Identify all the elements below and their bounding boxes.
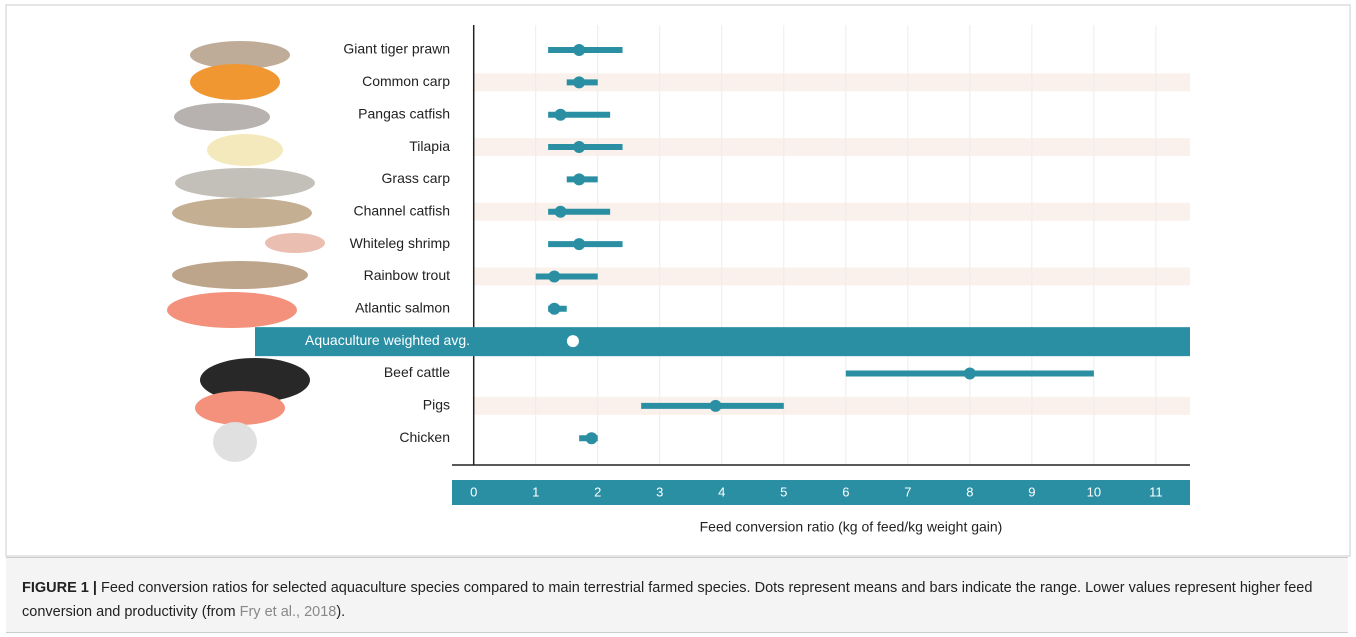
mean-dot: [548, 302, 561, 315]
mean-dot: [573, 76, 586, 89]
row-stripe: [473, 267, 1190, 286]
mean-dot: [709, 399, 722, 412]
category-label: Giant tiger prawn: [343, 41, 450, 57]
caption: FIGURE 1 | Feed conversion ratios for se…: [6, 557, 1348, 633]
category-label: Beef cattle: [384, 364, 450, 380]
mean-dot: [554, 205, 567, 218]
x-tick-label: 7: [904, 484, 911, 499]
x-tick-label: 8: [966, 484, 973, 499]
category-label: Atlantic salmon: [355, 300, 450, 316]
category-label: Grass carp: [382, 170, 451, 186]
mean-dot: [963, 367, 976, 380]
mean-dot: [554, 108, 567, 121]
x-tick-label: 1: [532, 484, 539, 499]
animal-silhouettes: [167, 41, 325, 462]
row-stripe: [473, 138, 1190, 157]
category-label: Pangas catfish: [358, 105, 450, 121]
chart: 0 1 2 3 4 5 6 7 8 9 10 11 Feed conversion ratio (kg …: [5, 4, 1351, 557]
x-tick-label: 0: [470, 484, 477, 499]
mean-dot: [573, 238, 586, 251]
category-label: Pigs: [423, 397, 450, 413]
x-tick-label: 11: [1149, 484, 1163, 499]
category-label: Chicken: [399, 429, 450, 445]
caption-text: Feed conversion ratios for selected aqua…: [22, 580, 1313, 620]
x-tick-label: 4: [718, 484, 725, 499]
x-tick-label: 6: [842, 484, 849, 499]
caption-label: FIGURE 1 |: [22, 580, 97, 596]
mean-dot: [548, 270, 561, 283]
x-tick-label: 3: [656, 484, 663, 499]
x-axis-label: Feed conversion ratio (kg of feed/kg wei…: [700, 519, 1003, 535]
row-stripe: [473, 73, 1190, 92]
category-label: Common carp: [362, 73, 450, 89]
mean-dot: [566, 335, 579, 348]
mean-dot: [573, 44, 586, 56]
category-label: Channel catfish: [353, 202, 450, 218]
x-tick-label: 10: [1087, 484, 1101, 499]
caption-end: ).: [336, 604, 346, 620]
row-stripe: [473, 396, 1190, 415]
category-label: Aquaculture weighted avg.: [305, 332, 470, 348]
x-tick-label: 5: [780, 484, 787, 499]
x-tick-label: 9: [1028, 484, 1035, 499]
caption-cite: Fry et al., 2018: [239, 604, 337, 620]
category-label: Rainbow trout: [364, 267, 450, 283]
category-label: Whiteleg shrimp: [350, 235, 451, 251]
x-axis-band: [452, 480, 1190, 505]
mean-dot: [573, 173, 586, 186]
mean-dot: [573, 141, 586, 154]
x-tick-label: 2: [594, 484, 601, 499]
mean-dot: [585, 432, 598, 445]
row-stripe: [473, 202, 1190, 221]
highlight-band: [255, 327, 1190, 357]
category-label: Tilapia: [409, 138, 450, 154]
